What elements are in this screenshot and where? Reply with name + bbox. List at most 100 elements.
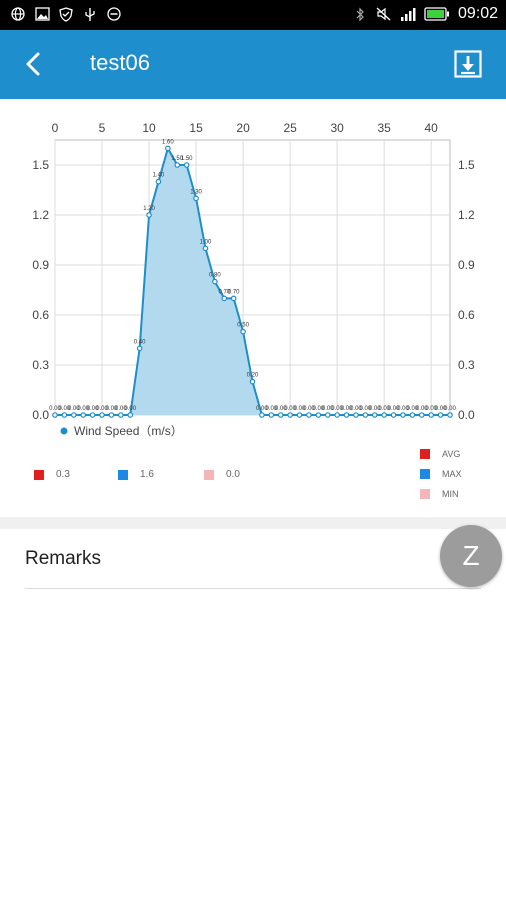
data-label: 0.20: [247, 373, 259, 379]
y-tick-label-left: 0.6: [32, 308, 49, 322]
data-label: 0.00: [378, 406, 390, 412]
data-point: [221, 295, 228, 302]
fab-button[interactable]: Z: [440, 525, 502, 587]
data-label: 0.70: [228, 289, 240, 295]
data-point: [390, 412, 397, 418]
globe-icon: [10, 6, 26, 22]
legend-min-label: MIN: [442, 489, 459, 499]
data-label: 0.00: [322, 406, 334, 412]
x-tick-label: 40: [425, 121, 439, 135]
data-point: [230, 295, 237, 302]
data-point: [324, 412, 331, 418]
data-label: 0.00: [275, 406, 287, 412]
data-point: [268, 412, 275, 418]
avg-swatch: [34, 469, 44, 480]
min-value: 0.0: [226, 469, 240, 480]
data-point: [287, 412, 293, 418]
max-swatch: [118, 469, 128, 480]
data-label: 0.00: [416, 406, 428, 412]
legend-avg-swatch: [420, 449, 430, 459]
page-title: test06: [90, 50, 150, 75]
x-tick-label: 10: [142, 121, 156, 135]
max-value: 1.6: [140, 469, 154, 480]
legend-marker: [60, 427, 68, 435]
legend-min: MIN: [420, 489, 459, 499]
data-label: 0.00: [369, 406, 381, 412]
data-point: [362, 412, 369, 418]
data-point: [61, 412, 68, 418]
minus-circle-icon: [106, 6, 122, 22]
clock: 09:02: [457, 5, 498, 22]
legend-label: Wind Speed（m/s）: [74, 424, 183, 438]
app-bar: test06: [0, 30, 506, 99]
bluetooth-icon: [352, 6, 368, 22]
data-label: 0.00: [49, 406, 61, 412]
data-label: 0.40: [134, 339, 146, 345]
data-label: 0.00: [425, 406, 437, 412]
x-tick-label: 20: [236, 121, 250, 135]
data-label: 0.00: [265, 406, 277, 412]
image-icon: [34, 6, 50, 22]
data-point: [108, 412, 115, 418]
data-point: [353, 412, 359, 418]
data-label: 0.00: [444, 406, 456, 412]
data-label: 0.00: [388, 406, 400, 412]
data-label: 0.80: [209, 273, 221, 279]
data-label: 0.00: [407, 406, 419, 412]
data-point: [80, 412, 87, 418]
data-label: 1.50: [181, 156, 193, 162]
signal-icon: [400, 6, 416, 22]
legend-min-swatch: [420, 489, 430, 499]
data-label: 0.00: [350, 406, 362, 412]
download-icon[interactable]: [454, 50, 482, 78]
avg-value: 0.3: [56, 469, 70, 480]
legend-avg-label: AVG: [442, 449, 461, 459]
y-tick-label-left: 0.0: [32, 408, 49, 422]
data-label: 0.00: [294, 406, 306, 412]
legend-max-swatch: [420, 469, 430, 479]
data-point: [371, 412, 378, 418]
y-tick-label-right: 0.9: [458, 258, 475, 272]
data-point: [259, 412, 265, 418]
data-point: [343, 412, 350, 418]
legend-max-label: MAX: [442, 469, 462, 479]
data-point: [437, 412, 444, 418]
mute-icon: [376, 6, 392, 22]
data-label: 1.60: [162, 139, 174, 145]
data-point: [306, 412, 312, 418]
data-label: 1.20: [143, 206, 155, 212]
x-tick-label: 30: [330, 121, 344, 135]
data-label: 1.40: [153, 173, 165, 179]
x-tick-label: 25: [283, 121, 297, 135]
section-divider: [0, 517, 506, 529]
data-point: [277, 412, 284, 418]
data-point: [52, 412, 58, 418]
series-area: [55, 148, 450, 416]
max-stat: 1.6: [118, 469, 154, 480]
shield-icon: [58, 6, 74, 22]
data-point: [165, 145, 171, 152]
y-tick-label-right: 0.6: [458, 308, 475, 322]
battery-icon: [424, 6, 450, 22]
data-label: 0.00: [68, 406, 80, 412]
data-label: 0.00: [124, 406, 136, 412]
back-arrow-icon[interactable]: [18, 48, 50, 80]
x-tick-label: 0: [52, 121, 59, 135]
min-stat: 0.0: [204, 469, 240, 480]
data-label: 0.00: [360, 406, 372, 412]
data-point: [315, 412, 322, 418]
data-point: [136, 345, 143, 352]
data-point: [174, 162, 181, 168]
data-point: [334, 412, 340, 418]
x-tick-label: 35: [377, 121, 391, 135]
avg-stat: 0.3: [34, 469, 70, 480]
data-point: [428, 412, 434, 418]
data-label: 0.00: [256, 406, 268, 412]
y-tick-label-right: 1.2: [458, 208, 475, 222]
data-label: 0.00: [77, 406, 89, 412]
data-point: [118, 412, 124, 418]
data-point: [193, 195, 199, 202]
data-point: [212, 278, 218, 285]
data-point: [409, 412, 416, 418]
remarks-label[interactable]: Remarks: [25, 548, 102, 569]
